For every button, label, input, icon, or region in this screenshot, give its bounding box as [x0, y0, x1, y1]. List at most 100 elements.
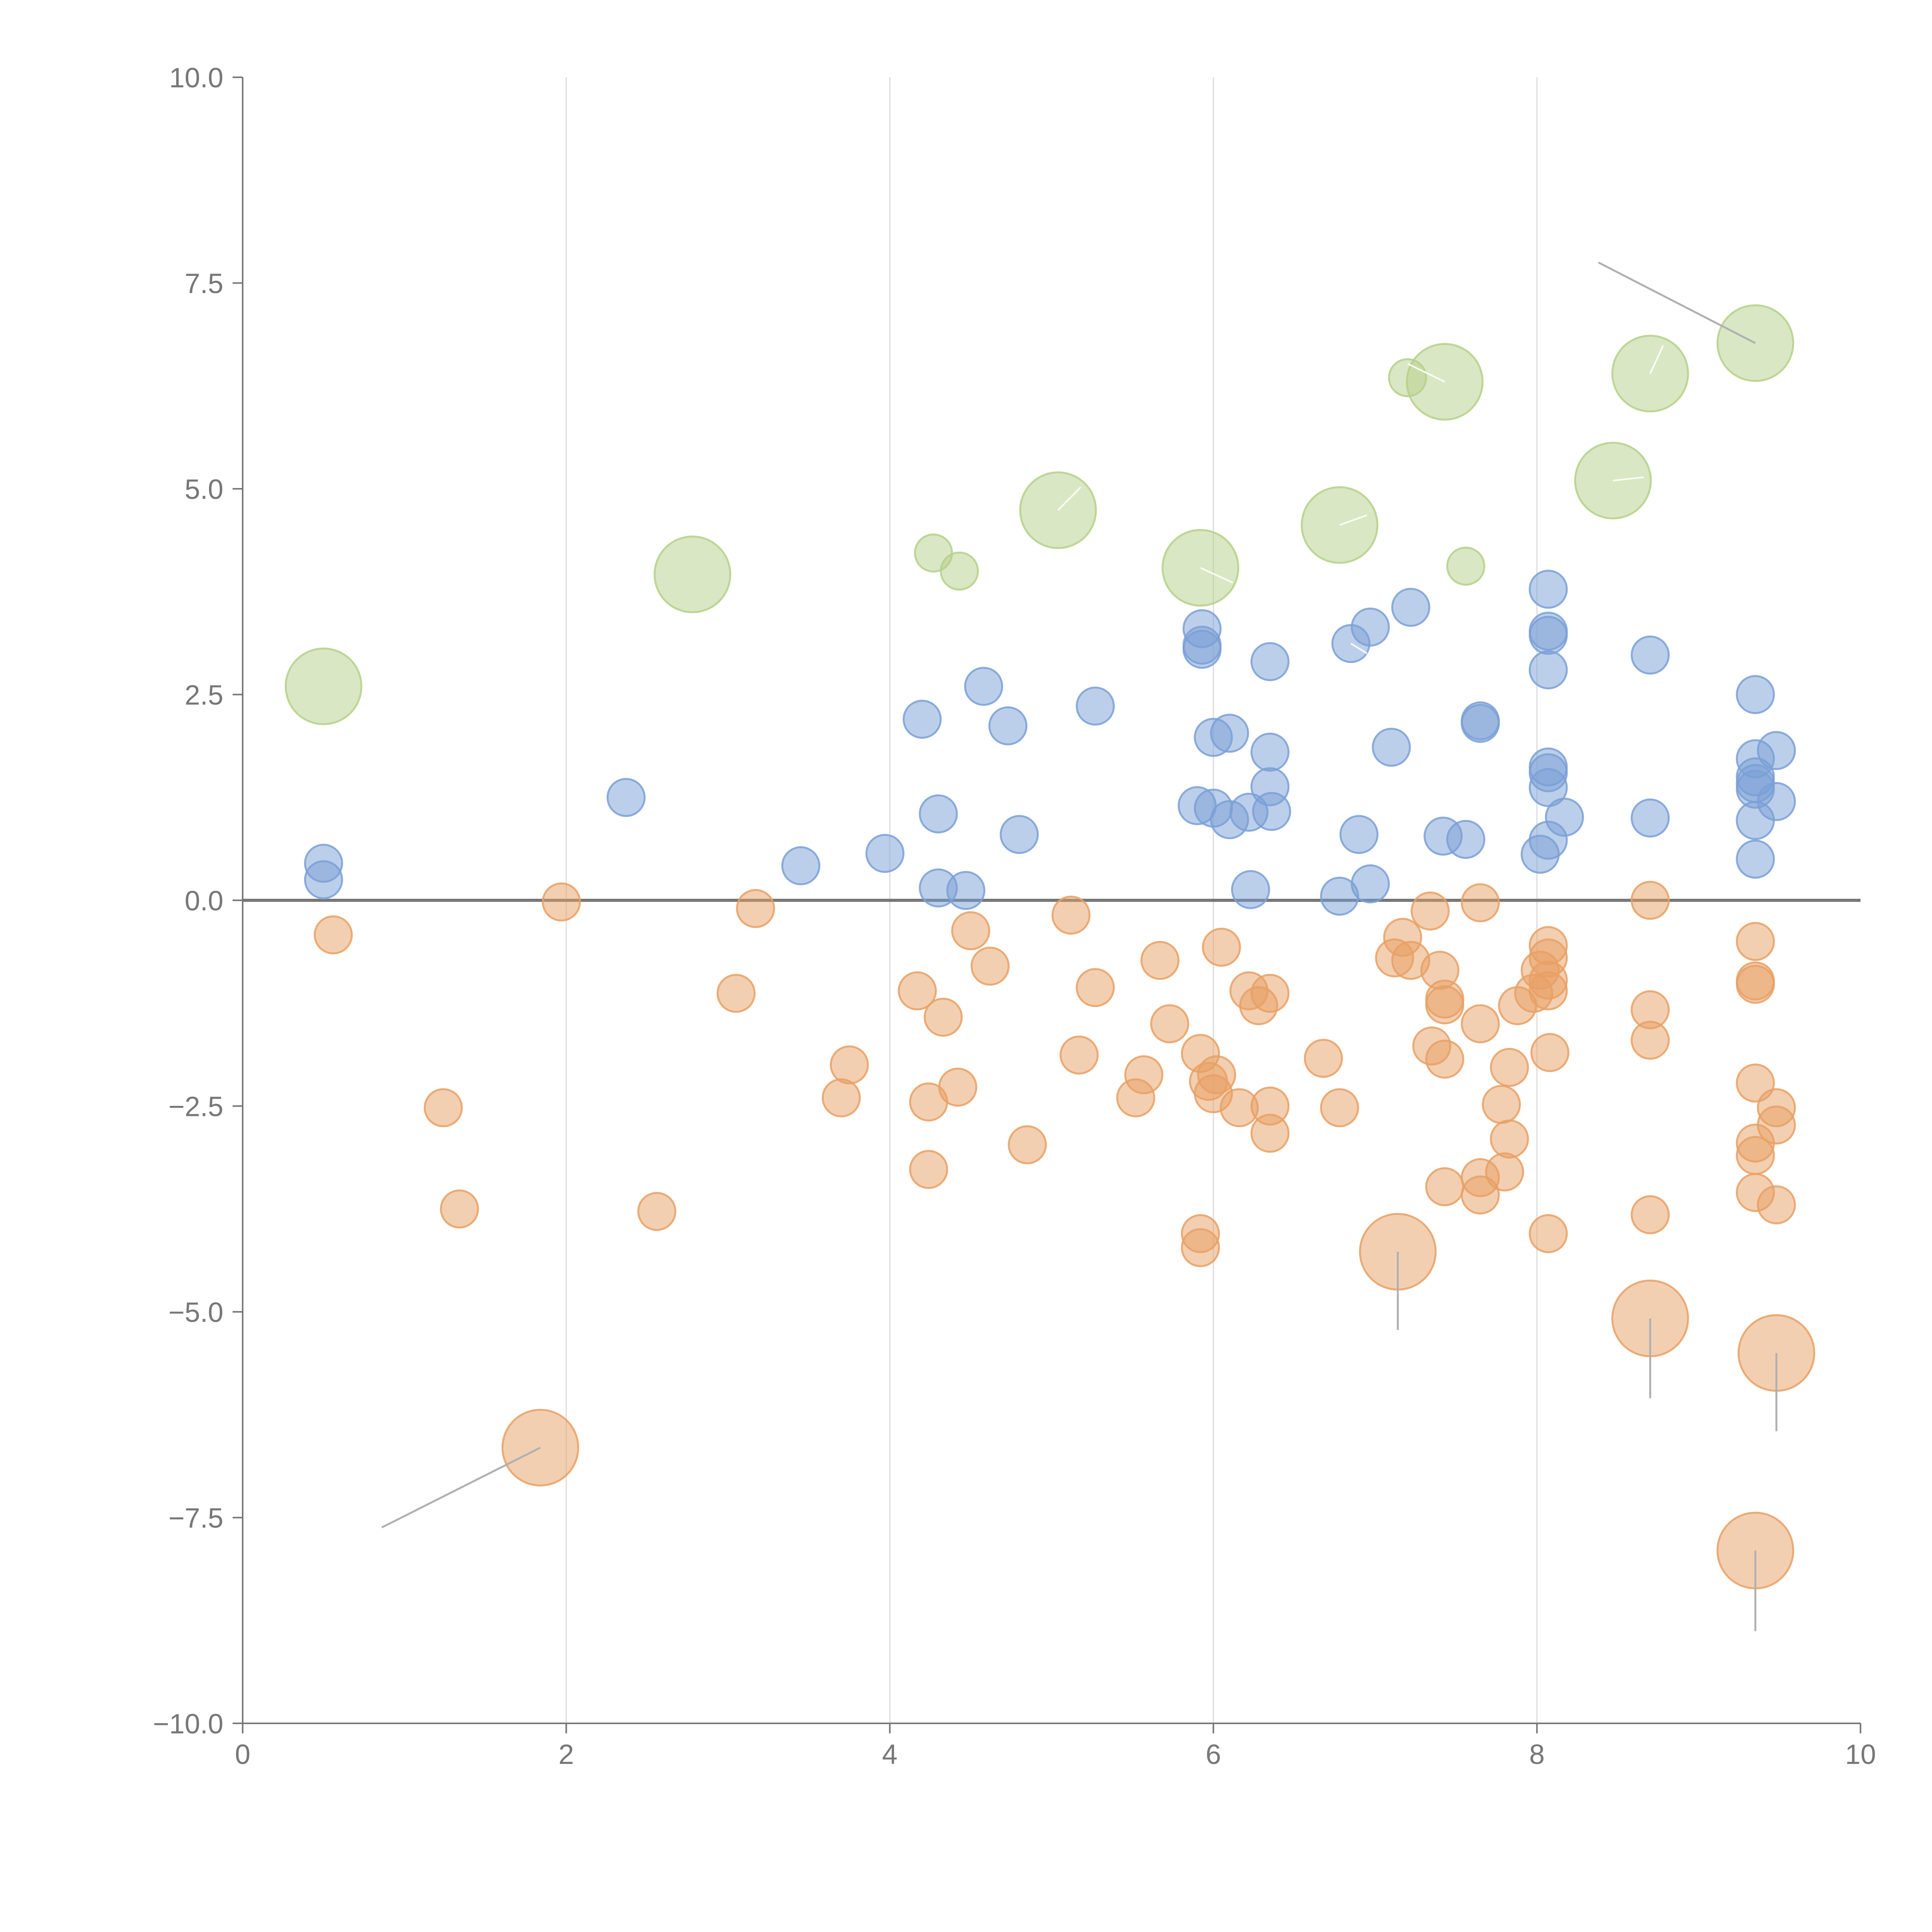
annotation-leader-line [1200, 567, 1233, 583]
neutral-data-point [1339, 815, 1379, 854]
x-tick-label: 10 [1845, 1739, 1876, 1770]
neutral-data-point [1529, 650, 1568, 690]
neutral-data-point [946, 871, 986, 910]
negative-data-point [1008, 1125, 1047, 1165]
neutral-data-point [1545, 798, 1584, 837]
x-tick-label: 8 [1529, 1739, 1545, 1770]
negative-data-point [423, 1088, 463, 1128]
neutral-data-point [781, 846, 821, 886]
negative-data-point [938, 1068, 978, 1107]
annotation-leader-line [381, 1447, 541, 1529]
annotation-leader-line [1598, 262, 1756, 344]
neutral-data-point [1350, 864, 1390, 903]
negative-data-point [1304, 1039, 1343, 1078]
negative-data-point [1490, 1119, 1529, 1159]
y-tick-label: −5.0 [168, 1297, 223, 1328]
neutral-data-point [1000, 815, 1039, 854]
x-tick-label: 2 [558, 1739, 574, 1770]
negative-data-point [1320, 1088, 1359, 1128]
neutral-data-point [1252, 792, 1291, 831]
negative-data-point [1425, 985, 1464, 1025]
negative-data-point [1425, 1167, 1464, 1206]
positive-data-point [284, 647, 362, 725]
annotation-leader-line [1407, 363, 1445, 383]
negative-data-point [1250, 1114, 1290, 1153]
negative-data-point [1202, 927, 1241, 967]
neutral-data-point [1231, 870, 1270, 909]
positive-data-point [653, 536, 731, 614]
negative-data-point [951, 911, 990, 951]
positive-data-point [1446, 546, 1485, 586]
data-points [284, 304, 1815, 1590]
positive-data-point [940, 551, 979, 591]
neutral-data-point [1250, 642, 1290, 681]
neutral-data-point [918, 794, 958, 833]
annotation-leader-line [1649, 345, 1664, 374]
negative-data-point [898, 971, 937, 1010]
negative-data-point [830, 1045, 869, 1085]
negative-data-point [1410, 891, 1450, 931]
y-tick-label: −10.0 [153, 1709, 223, 1740]
neutral-data-point [1529, 768, 1568, 807]
negative-data-point [1076, 968, 1115, 1007]
negative-data-point [440, 1189, 479, 1229]
negative-data-point [1757, 1185, 1796, 1225]
negative-data-point [1757, 1105, 1796, 1145]
negative-data-point [1461, 1004, 1500, 1043]
y-tick-label: −2.5 [168, 1092, 223, 1122]
negative-data-point [1181, 1228, 1220, 1267]
neutral-data-point [1391, 588, 1430, 627]
negative-data-point [1425, 1039, 1464, 1079]
neutral-data-point [1631, 635, 1670, 675]
negative-data-point [1530, 1033, 1570, 1072]
negative-data-point [1631, 881, 1670, 920]
neutral-data-point [1529, 570, 1568, 609]
neutral-data-point [1461, 704, 1500, 743]
y-tick-label: 7.5 [185, 269, 223, 299]
y-tick-label: 5.0 [185, 474, 223, 505]
negative-data-point [1197, 1055, 1236, 1095]
x-tick-label: 0 [235, 1739, 250, 1770]
negative-data-point [1631, 1020, 1670, 1060]
negative-data-point [1051, 895, 1091, 935]
neutral-data-point [1736, 840, 1775, 879]
neutral-data-point [1076, 686, 1115, 726]
neutral-data-point [1529, 616, 1568, 655]
y-tick-label: 0.0 [185, 886, 223, 917]
annotation-leader-line [1350, 643, 1368, 654]
negative-data-point [1490, 1048, 1529, 1087]
neutral-data-point [1210, 714, 1249, 753]
negative-data-point [1631, 1195, 1670, 1235]
neutral-data-point [903, 699, 942, 739]
neutral-data-point [988, 706, 1027, 745]
negative-data-point [313, 915, 353, 954]
negative-data-point [1481, 1085, 1521, 1124]
neutral-data-point [1446, 820, 1485, 859]
negative-data-point [637, 1192, 677, 1231]
negative-data-point [923, 997, 963, 1037]
neutral-data-point [1350, 607, 1390, 647]
neutral-data-point [1182, 629, 1222, 669]
neutral-data-point [1757, 782, 1796, 821]
negative-data-point [1060, 1035, 1099, 1075]
negative-data-point [1736, 922, 1775, 961]
neutral-data-point [1757, 731, 1796, 770]
x-tick-label: 6 [1206, 1739, 1221, 1770]
negative-data-point [970, 946, 1010, 986]
negative-data-point [1150, 1004, 1189, 1043]
annotation-leader-line [1339, 514, 1367, 526]
neutral-data-point [1250, 733, 1290, 772]
annotation-leader-line [1057, 486, 1082, 511]
axes: 0 2 4 6 8 10 −10.0 −7.5 −5.0 −2.5 0.0 2.5 5.0 7.5 10.0 [153, 63, 1876, 1770]
negative-data-point [1529, 971, 1568, 1010]
negative-data-point [1250, 974, 1290, 1013]
neutral-data-point [865, 834, 905, 873]
neutral-data-point [1631, 798, 1670, 838]
y-tick-label: 10.0 [169, 63, 223, 94]
negative-data-point [1736, 964, 1775, 1004]
neutral-data-point [606, 778, 646, 817]
negative-data-point [1461, 1175, 1500, 1215]
negative-data-point [1140, 940, 1180, 980]
